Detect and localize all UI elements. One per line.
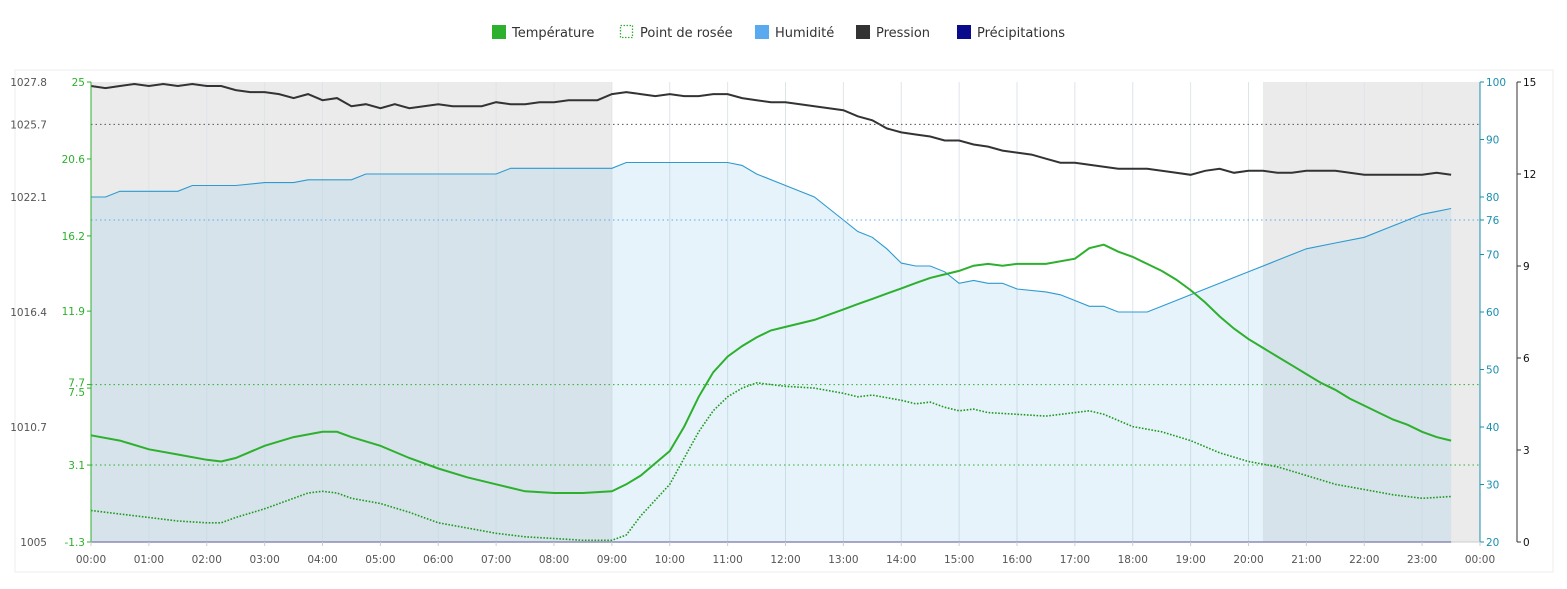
pressure-tick-1025-7: 1025.7: [10, 119, 47, 131]
x-tick-23: 23:00: [1407, 554, 1437, 566]
x-tick-4: 04:00: [307, 554, 337, 566]
humidity-tick-76: 76: [1486, 215, 1500, 227]
legend-label-pressure[interactable]: Pression: [876, 26, 930, 41]
x-tick-1: 01:00: [134, 554, 164, 566]
pressure-tick-1022-1: 1022.1: [10, 192, 47, 204]
humidity-line[interactable]: [91, 161, 1452, 313]
pressure-line[interactable]: [90, 82, 1452, 176]
dewpoint-line[interactable]: [90, 381, 1452, 542]
pressure-tick-1010-7: 1010.7: [10, 422, 47, 434]
pressure-tick-1005: 1005: [20, 537, 47, 549]
temperature-tick-20-6: 20.6: [62, 154, 86, 166]
humidity-tick-100: 100: [1486, 77, 1506, 89]
temperature-tick-16-2: 16.2: [62, 231, 85, 243]
legend-swatch-temperature[interactable]: [492, 25, 506, 39]
x-tick-16: 16:00: [1002, 554, 1032, 566]
humidity-tick-50: 50: [1486, 365, 1499, 377]
legend-swatch-pressure[interactable]: [856, 25, 870, 39]
x-tick-14: 14:00: [886, 554, 916, 566]
temperature-tick-7-5: 7.5: [68, 387, 85, 399]
x-tick-7: 07:00: [481, 554, 511, 566]
x-tick-8: 08:00: [539, 554, 569, 566]
temperature-tick-1-3: -1.3: [65, 537, 86, 549]
x-tick-21: 21:00: [1291, 554, 1321, 566]
temperature-tick-25: 25: [72, 77, 85, 89]
x-tick-11: 11:00: [712, 554, 742, 566]
precipitation-tick-9: 9: [1523, 261, 1530, 273]
legend-swatch-precipitation[interactable]: [957, 25, 971, 39]
legend-label-temperature[interactable]: Température: [511, 26, 594, 41]
temperature-line[interactable]: [90, 243, 1452, 494]
temperature-tick-3-1: 3.1: [68, 460, 85, 472]
precipitation-tick-0: 0: [1523, 537, 1530, 549]
humidity-tick-60: 60: [1486, 307, 1499, 319]
x-tick-12: 12:00: [770, 554, 800, 566]
legend-label-precipitation[interactable]: Précipitations: [977, 26, 1065, 41]
x-tick-2: 02:00: [192, 554, 222, 566]
x-tick-19: 19:00: [1175, 554, 1205, 566]
precipitation-tick-6: 6: [1523, 353, 1530, 365]
humidity-tick-40: 40: [1486, 422, 1499, 434]
precipitation-tick-15: 15: [1523, 77, 1536, 89]
legend-label-dewpoint[interactable]: Point de rosée: [640, 26, 733, 41]
x-tick-18: 18:00: [1118, 554, 1148, 566]
humidity-tick-90: 90: [1486, 135, 1499, 147]
vertical-gridlines: [148, 82, 1423, 542]
humidity-area: [91, 162, 1452, 542]
x-tick-10: 10:00: [655, 554, 685, 566]
pressure-tick-1027-8: 1027.8: [10, 77, 47, 89]
x-tick-17: 17:00: [1060, 554, 1090, 566]
reference-lines: [91, 123, 1480, 466]
legend-label-humidity[interactable]: Humidité: [775, 26, 834, 41]
x-tick-5: 05:00: [365, 554, 395, 566]
x-tick-13: 13:00: [828, 554, 858, 566]
precipitation-tick-12: 12: [1523, 169, 1536, 181]
x-tick-20: 20:00: [1233, 554, 1263, 566]
precipitation-tick-3: 3: [1523, 445, 1530, 457]
night-band-1: [1262, 82, 1480, 542]
legend-swatch-dewpoint[interactable]: [619, 24, 634, 39]
x-tick-9: 09:00: [597, 554, 627, 566]
temperature-tick-7-7: 7.7: [68, 378, 85, 390]
chart-legend: Température Point de rosée Humidité Pressio…: [492, 24, 1065, 41]
humidity-tick-30: 30: [1486, 480, 1499, 492]
humidity-tick-20: 20: [1486, 537, 1499, 549]
x-tick-3: 03:00: [249, 554, 279, 566]
x-tick-0: 00:00: [76, 554, 106, 566]
humidity-tick-80: 80: [1486, 192, 1499, 204]
temperature-tick-11-9: 11.9: [62, 306, 85, 318]
x-tick-6: 06:00: [423, 554, 453, 566]
pressure-tick-1016-4: 1016.4: [10, 307, 47, 319]
x-tick-24: 00:00: [1465, 554, 1495, 566]
x-tick-22: 22:00: [1349, 554, 1379, 566]
humidity-tick-70: 70: [1486, 250, 1499, 262]
x-axis-ticks: 00:00 01:00 02:00 03:00 04:00 05:00 06:00 07:00…: [76, 542, 1495, 566]
x-tick-15: 15:00: [944, 554, 974, 566]
legend-swatch-humidity[interactable]: [755, 25, 769, 39]
